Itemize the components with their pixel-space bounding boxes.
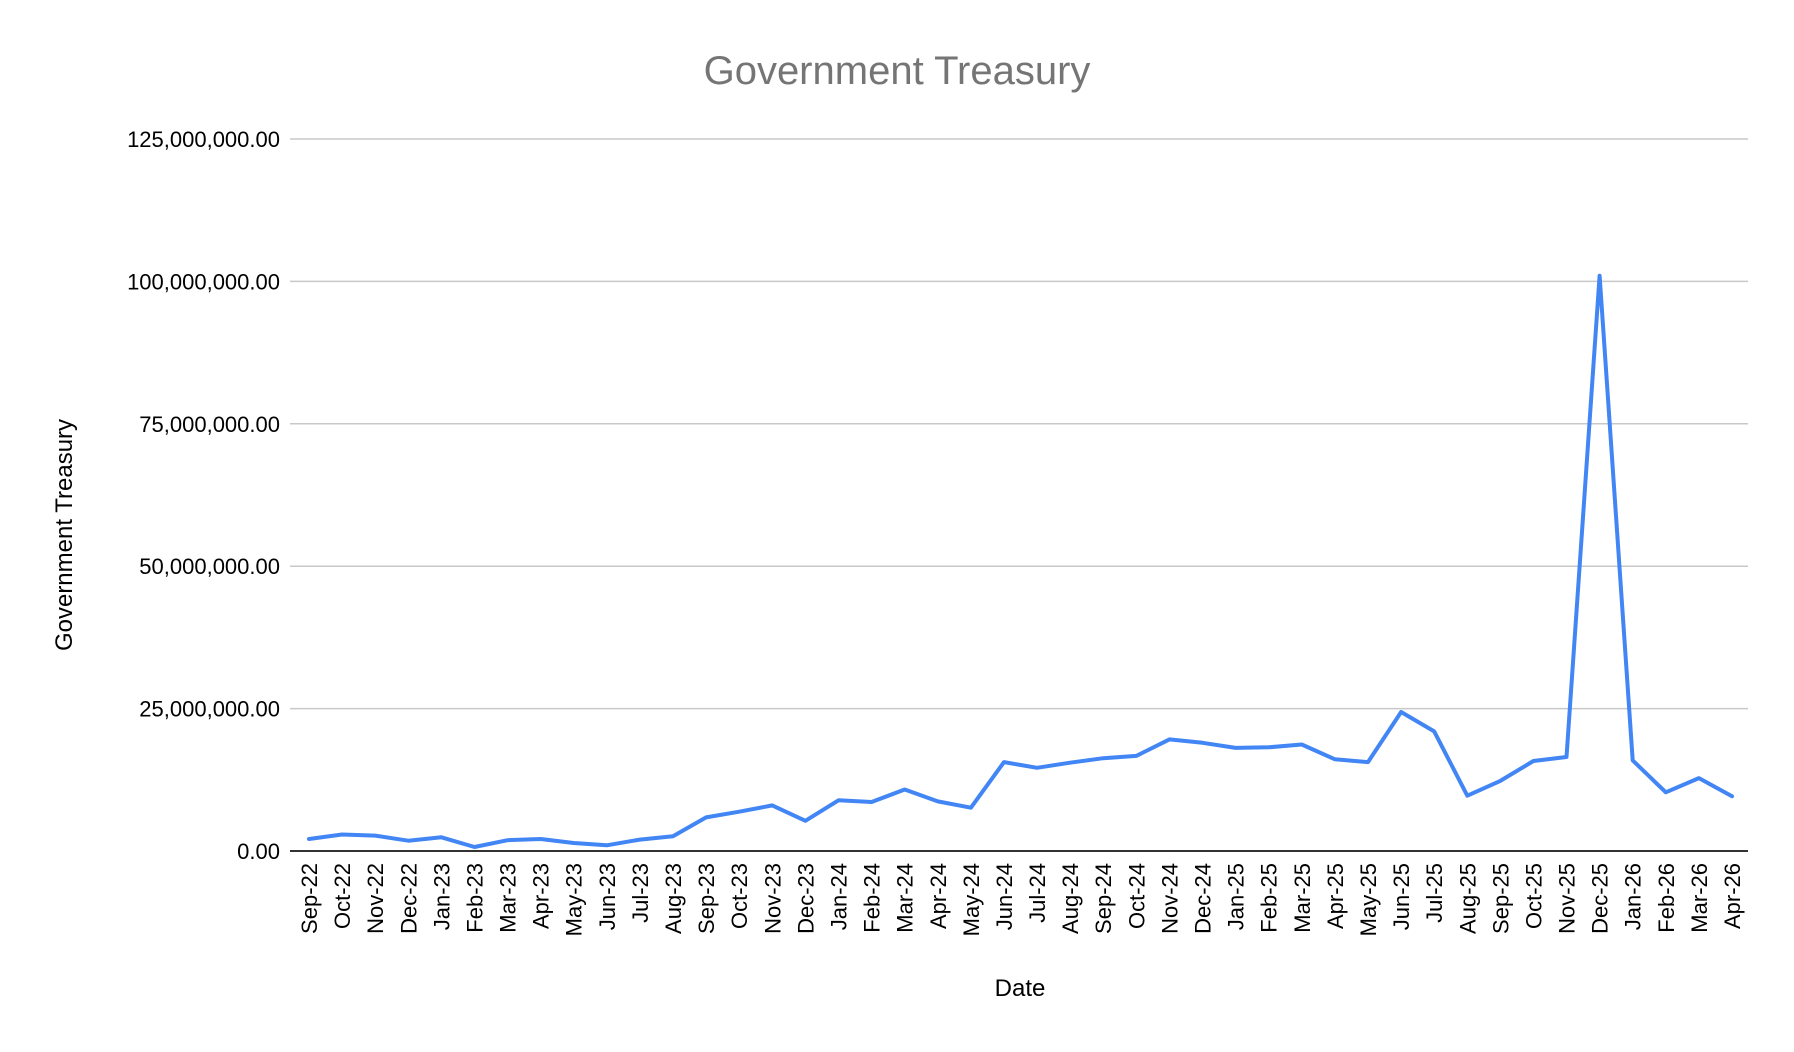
x-tick-label: Mar-23 xyxy=(496,863,521,933)
x-tick-label: Nov-23 xyxy=(760,863,785,934)
y-tick-label: 0.00 xyxy=(237,839,280,864)
x-tick-label: May-23 xyxy=(562,863,587,936)
x-tick-label: May-24 xyxy=(959,863,984,936)
y-axis-label: Government Treasury xyxy=(51,419,78,651)
x-tick-label: Jan-23 xyxy=(429,863,454,930)
y-tick-label: 125,000,000.00 xyxy=(127,127,280,152)
x-axis-ticks: Sep-22 Oct-22 Nov-22 Dec-22 Jan-23 Feb-23 Mar-… xyxy=(297,863,1745,936)
x-tick-label: Jun-25 xyxy=(1389,863,1414,930)
x-tick-label: Nov-25 xyxy=(1555,863,1580,934)
x-tick-label: Feb-23 xyxy=(462,863,487,933)
y-tick-label: 75,000,000.00 xyxy=(139,412,280,437)
x-tick-label: Mar-26 xyxy=(1687,863,1712,933)
x-tick-label: Jul-23 xyxy=(628,863,653,923)
x-tick-label: Mar-24 xyxy=(893,863,918,933)
x-tick-label: Jan-25 xyxy=(1224,863,1249,930)
chart-title: Government Treasury xyxy=(704,49,1091,93)
x-tick-label: Sep-22 xyxy=(297,863,322,934)
x-tick-label: Aug-24 xyxy=(1058,863,1083,934)
x-tick-label: Oct-23 xyxy=(727,863,752,929)
x-tick-label: Apr-26 xyxy=(1720,863,1745,929)
x-tick-label: Apr-24 xyxy=(926,863,951,929)
series-layer xyxy=(307,273,1734,849)
x-tick-label: Jul-24 xyxy=(1025,863,1050,923)
x-tick-label: Apr-25 xyxy=(1323,863,1348,929)
x-tick-label: Sep-25 xyxy=(1488,863,1513,934)
x-tick-label: Sep-24 xyxy=(1091,863,1116,934)
y-tick-label: 25,000,000.00 xyxy=(139,697,280,722)
x-tick-label: Nov-22 xyxy=(363,863,388,934)
x-tick-label: Aug-23 xyxy=(661,863,686,934)
x-tick-label: Feb-26 xyxy=(1654,863,1679,933)
x-axis-label: Date xyxy=(995,975,1046,1002)
x-tick-label: Dec-22 xyxy=(396,863,421,934)
x-tick-label: Feb-24 xyxy=(860,863,885,933)
x-tick-label: Aug-25 xyxy=(1455,863,1480,934)
x-tick-label: Jun-23 xyxy=(595,863,620,930)
x-tick-label: Sep-23 xyxy=(694,863,719,934)
y-axis-ticks: 0.00 25,000,000.00 50,000,000.00 75,000,000… xyxy=(127,127,280,864)
x-tick-label: Jan-24 xyxy=(826,863,851,930)
x-tick-label: Oct-24 xyxy=(1124,863,1149,929)
x-tick-label: Jan-26 xyxy=(1621,863,1646,930)
x-tick-label: Oct-22 xyxy=(330,863,355,929)
x-tick-label: Dec-25 xyxy=(1588,863,1613,934)
y-tick-label: 100,000,000.00 xyxy=(127,269,280,294)
x-tick-label: May-25 xyxy=(1356,863,1381,936)
x-tick-label: Feb-25 xyxy=(1257,863,1282,933)
x-tick-label: Jul-25 xyxy=(1422,863,1447,923)
x-tick-label: Mar-25 xyxy=(1290,863,1315,933)
x-tick-label: Jun-24 xyxy=(992,863,1017,930)
x-tick-label: Apr-23 xyxy=(529,863,554,929)
x-tick-label: Dec-24 xyxy=(1191,863,1216,934)
x-tick-label: Dec-23 xyxy=(793,863,818,934)
y-tick-label: 50,000,000.00 xyxy=(139,554,280,579)
x-tick-label: Nov-24 xyxy=(1157,863,1182,934)
series-line xyxy=(307,273,1734,849)
x-tick-label: Oct-25 xyxy=(1521,863,1546,929)
gridlines xyxy=(290,138,1748,710)
